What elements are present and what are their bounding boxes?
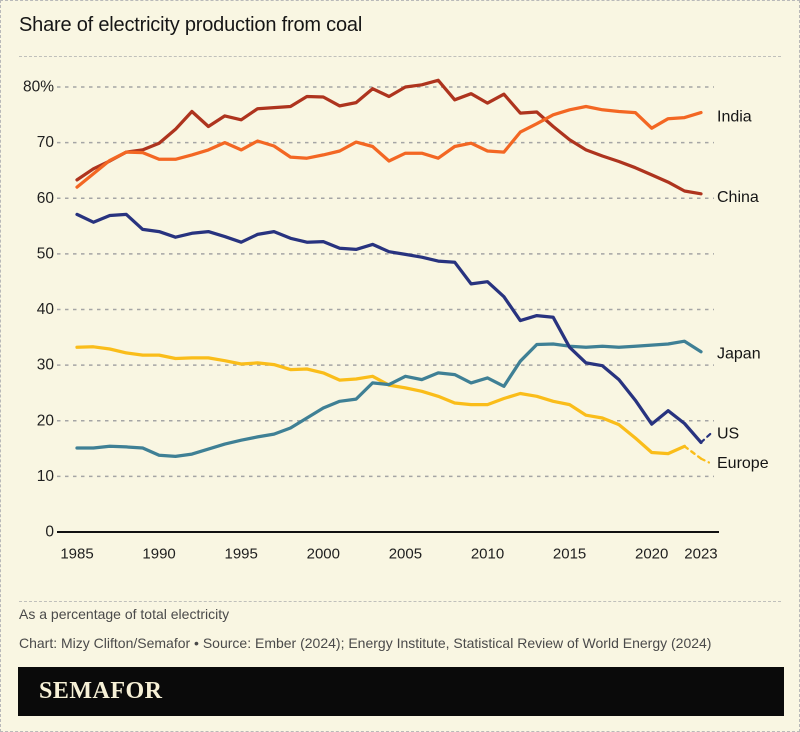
series-leader-europe	[699, 457, 711, 464]
series-line-us	[75, 212, 703, 445]
series-label-europe: Europe	[717, 455, 769, 472]
series-dashed-segment-europe	[683, 445, 703, 460]
semafor-logo-bar: SEMAFOR	[18, 667, 784, 716]
x-tick-1995: 1995	[225, 546, 258, 563]
y-tick-60: 60	[37, 190, 55, 207]
y-tick-0: 0	[45, 524, 54, 541]
chart-title: Share of electricity production from coa…	[19, 14, 363, 36]
y-tick-40: 40	[37, 301, 55, 318]
series-label-india: India	[717, 109, 752, 126]
series-line-europe	[75, 345, 687, 456]
x-tick-2020: 2020	[635, 546, 668, 563]
y-tick-20: 20	[37, 412, 55, 429]
x-tick-2023: 2023	[684, 546, 717, 563]
y-tick-80: 80%	[23, 79, 54, 96]
x-tick-2015: 2015	[553, 546, 586, 563]
footer-divider	[19, 601, 781, 602]
series-line-japan	[75, 339, 703, 459]
series-label-china: China	[717, 189, 759, 206]
semafor-logo: SEMAFOR	[39, 678, 163, 704]
x-tick-2000: 2000	[307, 546, 340, 563]
chart-credit: Chart: Mizy Clifton/Semafor • Source: Em…	[19, 635, 712, 651]
x-tick-2005: 2005	[389, 546, 422, 563]
y-tick-10: 10	[37, 468, 55, 485]
title-divider	[19, 56, 781, 57]
x-tick-2010: 2010	[471, 546, 504, 563]
series-label-japan: Japan	[717, 346, 761, 363]
y-tick-50: 50	[37, 245, 55, 262]
chart-footnote: As a percentage of total electricity	[19, 606, 230, 622]
x-tick-1985: 1985	[60, 546, 93, 563]
series-leader-us	[699, 431, 714, 444]
y-tick-70: 70	[37, 134, 55, 151]
y-tick-30: 30	[37, 357, 55, 374]
x-tick-1990: 1990	[142, 546, 175, 563]
series-label-us: US	[717, 426, 739, 443]
series-line-china	[75, 78, 703, 196]
coal-share-chart: 0 10 20 30 40 50 60 70 80% 1985 1990 1995 2000 2005 20…	[23, 78, 769, 563]
series-line-india	[75, 104, 703, 189]
